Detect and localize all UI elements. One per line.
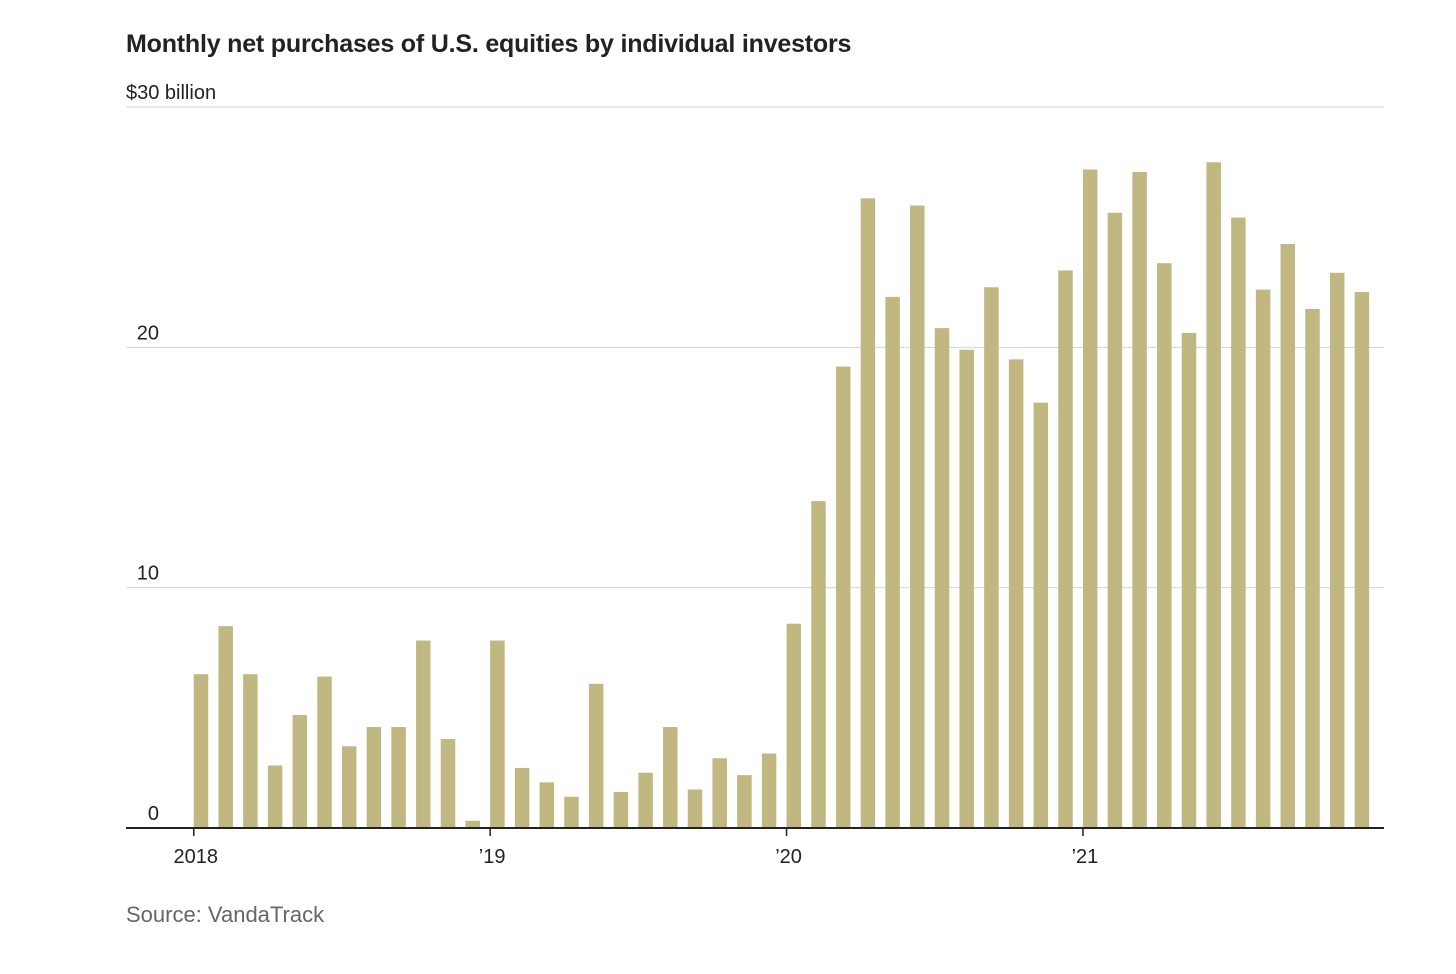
- bar: [737, 775, 752, 828]
- bar: [1157, 263, 1172, 828]
- bar: [1008, 359, 1024, 828]
- bar: [341, 746, 357, 828]
- bar: [1181, 332, 1197, 828]
- bar: [613, 791, 629, 828]
- bar: [663, 727, 678, 828]
- bar: [267, 765, 283, 828]
- bar: [1255, 289, 1271, 828]
- bar: [218, 626, 233, 828]
- bar: [193, 674, 209, 828]
- bar: [440, 739, 456, 828]
- bar: [539, 782, 555, 828]
- chart-title: Monthly net purchases of U.S. equities b…: [126, 30, 852, 58]
- bar: [564, 796, 579, 828]
- bars: [193, 162, 1370, 829]
- bar: [885, 296, 900, 828]
- bar: [514, 767, 530, 828]
- bar: [317, 676, 332, 828]
- bar: [712, 758, 727, 828]
- bar: [366, 727, 382, 828]
- bar: [761, 753, 777, 828]
- bar: [835, 366, 851, 828]
- x-tick-label: ’20: [775, 846, 802, 868]
- bar: [1058, 270, 1073, 829]
- bar: [1206, 162, 1221, 828]
- y-tick-label: 10: [137, 563, 159, 585]
- bar: [1329, 272, 1345, 829]
- bar: [959, 349, 974, 828]
- x-tick-label: ’21: [1072, 846, 1099, 868]
- bar: [1231, 217, 1246, 828]
- bar: [1132, 171, 1147, 828]
- bar: [1354, 292, 1370, 829]
- tick-labels: 0 10 20 $30 billion 2018 ’19 ’20 ’21: [126, 82, 1098, 868]
- bar: [292, 715, 308, 828]
- bar: [490, 640, 505, 828]
- bar: [588, 683, 604, 828]
- bar: [638, 772, 653, 828]
- bar: [1082, 169, 1098, 828]
- bar: [465, 820, 480, 828]
- bar: [416, 640, 431, 828]
- bar: [934, 328, 950, 828]
- bar: [811, 501, 826, 828]
- bar: [1280, 243, 1296, 829]
- bar: [786, 623, 802, 828]
- bar: [1107, 212, 1123, 828]
- bar: [1033, 402, 1049, 828]
- bar: [687, 789, 703, 828]
- source-note: Source: VandaTrack: [126, 902, 325, 927]
- bar: [391, 727, 406, 828]
- gridlines: [126, 106, 1384, 589]
- y-tick-label: 0: [148, 803, 159, 825]
- y-tick-label: 20: [137, 322, 159, 344]
- bar: [984, 287, 999, 828]
- y-tick-label: $30 billion: [126, 82, 216, 104]
- bar: [860, 198, 876, 828]
- x-tick-label: 2018: [174, 846, 219, 868]
- x-tick-label: ’19: [479, 846, 506, 868]
- bar: [243, 674, 258, 828]
- bar: [1305, 308, 1320, 828]
- axes: [126, 827, 1384, 836]
- bar: [910, 205, 925, 828]
